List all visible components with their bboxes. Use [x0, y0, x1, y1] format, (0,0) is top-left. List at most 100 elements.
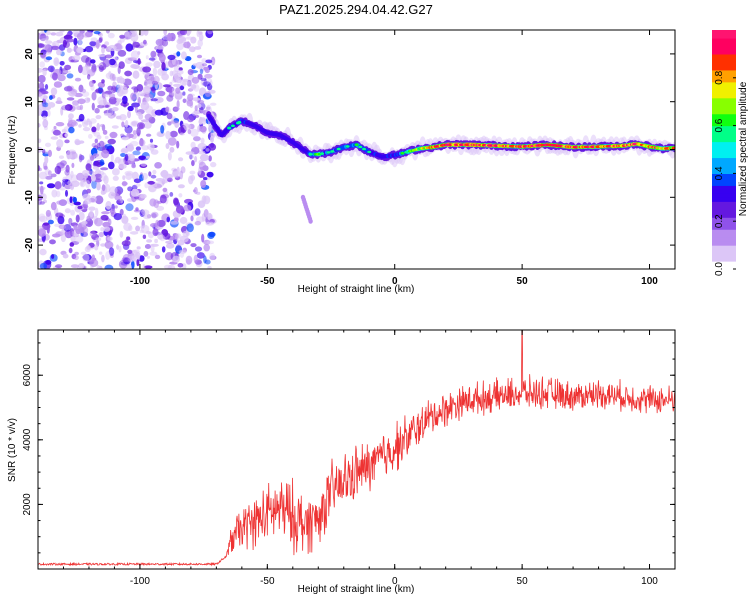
noise-blob [157, 90, 166, 97]
noise-blob [132, 40, 137, 47]
noise-blob [127, 110, 131, 119]
noise-blob [76, 172, 85, 181]
noise-blob [78, 263, 85, 269]
colorbar-cell [712, 125, 736, 131]
colorbar-cell [712, 257, 736, 262]
noise-blob [138, 139, 146, 147]
noise-blob [65, 189, 68, 197]
noise-blob [107, 236, 113, 241]
noise-blob [38, 108, 43, 116]
colorbar-cell [712, 30, 736, 35]
noise-blob [55, 31, 64, 37]
noise-blob [140, 101, 150, 111]
noise-blob [142, 234, 147, 239]
noise-blob [183, 123, 192, 131]
noise-blob [199, 125, 207, 133]
noise-blob [39, 262, 47, 269]
colorbar-cell [712, 261, 736, 266]
noise-blob [131, 163, 137, 169]
noise-blob [97, 96, 105, 106]
colorbar-gradient [712, 30, 736, 270]
noise-blob [147, 180, 155, 185]
noise-blob [150, 211, 159, 218]
noise-blob [91, 126, 97, 133]
noise-blob [99, 159, 105, 166]
colorbar-cell [712, 181, 736, 186]
noise-blob [86, 215, 91, 221]
noise-blob [86, 245, 91, 250]
noise-blob [167, 54, 176, 61]
noise-blob [187, 129, 192, 135]
noise-blob [160, 125, 165, 134]
noise-blob [82, 169, 90, 176]
noise-blob [136, 246, 141, 250]
noise-blob [188, 175, 194, 185]
noise-blob [68, 119, 77, 127]
noise-blob [179, 170, 184, 180]
noise-blob [74, 153, 79, 159]
noise-blob [98, 65, 104, 72]
noise-blob [121, 180, 127, 187]
noise-blob [144, 244, 152, 249]
noise-blob [61, 105, 70, 111]
noise-blob [193, 136, 201, 142]
noise-blob [199, 68, 204, 75]
noise-blob [78, 64, 83, 74]
noise-blob [78, 211, 85, 221]
noise-blob [109, 73, 115, 81]
noise-blob [95, 207, 99, 217]
noise-blob [119, 231, 124, 238]
noise-blob [74, 104, 81, 110]
noise-blob [177, 239, 185, 246]
noise-blob [200, 79, 209, 87]
noise-blob [151, 87, 156, 94]
colorbar-cell [712, 93, 736, 99]
noise-blob [156, 205, 165, 211]
noise-blob [89, 231, 97, 237]
noise-blob [138, 32, 144, 37]
noise-blob [123, 104, 127, 108]
noise-blob [146, 239, 153, 243]
noise-blob [202, 81, 211, 87]
noise-blob [79, 226, 85, 234]
noise-blob [132, 70, 140, 79]
noise-blob [43, 165, 48, 170]
snr-series [38, 330, 675, 567]
colorbar-cell [712, 157, 736, 163]
noise-blob [197, 39, 203, 47]
noise-blob [94, 244, 99, 251]
noise-blob [151, 213, 157, 219]
noise-blob [177, 263, 184, 268]
noise-blob [135, 207, 139, 212]
colorbar-cell [712, 101, 736, 107]
noise-blob [108, 58, 116, 66]
noise-blob [99, 251, 103, 255]
noise-blob [207, 265, 212, 269]
noise-blob [127, 186, 133, 192]
noise-blob [191, 76, 200, 84]
noise-blob [133, 178, 142, 184]
colorbar-tick-label: 0.2 [714, 214, 725, 228]
noise-blob [76, 47, 84, 54]
noise-blob [39, 201, 45, 205]
noise-blob [64, 133, 69, 138]
noise-blob [169, 120, 179, 124]
noise-blob [182, 98, 187, 104]
noise-blob [166, 112, 173, 120]
noise-blob [189, 86, 195, 92]
noise-blob [145, 55, 149, 60]
ridge-core [330, 150, 335, 153]
noise-blob [89, 118, 97, 124]
noise-blob [171, 87, 176, 96]
noise-blob [127, 145, 135, 151]
noise-blob [159, 194, 167, 204]
noise-blob [135, 183, 141, 187]
noise-blob [72, 196, 77, 203]
colorbar-cell [712, 149, 736, 155]
noise-blob [190, 141, 196, 149]
y-tick-label: -20 [24, 237, 35, 252]
snr-x-label: Height of straight line (km) [298, 584, 415, 595]
noise-blob [94, 195, 104, 205]
noise-blob [56, 49, 62, 56]
noise-blob [50, 173, 57, 178]
